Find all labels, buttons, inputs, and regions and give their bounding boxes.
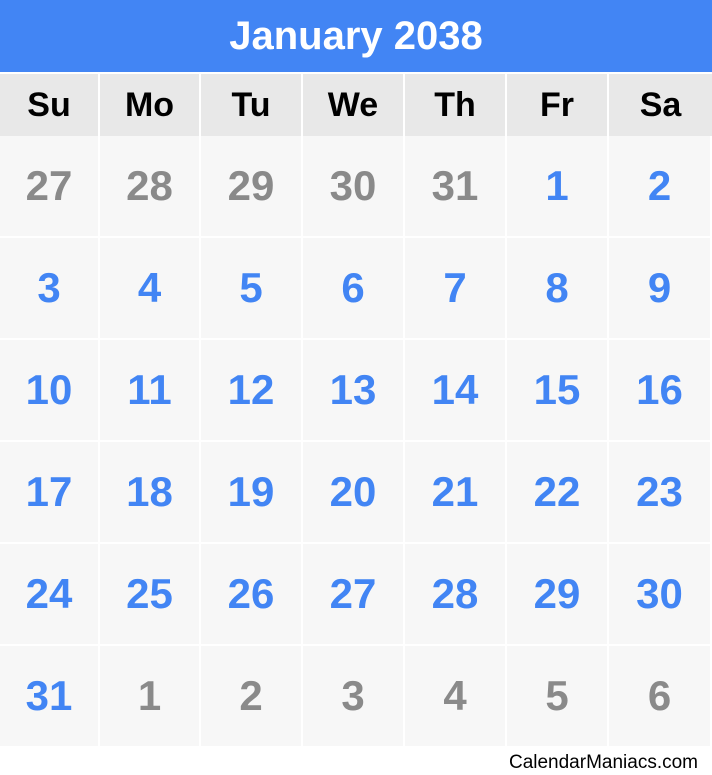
day-cell: 3 <box>0 238 100 340</box>
day-cell: 16 <box>609 340 712 442</box>
day-cell: 23 <box>609 442 712 544</box>
weekday-header-row: Su Mo Tu We Th Fr Sa <box>0 74 712 136</box>
day-cell: 25 <box>100 544 201 646</box>
adjacent-month-day-cell: 30 <box>303 136 405 238</box>
day-cell: 26 <box>201 544 303 646</box>
day-cell: 8 <box>507 238 609 340</box>
day-cell: 18 <box>100 442 201 544</box>
day-cell: 14 <box>405 340 507 442</box>
weekday-label: We <box>303 74 405 136</box>
calendar-grid: 27 28 29 30 31 1 2 3 4 5 6 7 8 9 10 11 12 13 14 15 16 17 18 19 2… <box>0 136 712 748</box>
day-cell: 15 <box>507 340 609 442</box>
day-cell: 10 <box>0 340 100 442</box>
adjacent-month-day-cell: 4 <box>405 646 507 748</box>
day-cell: 1 <box>507 136 609 238</box>
day-cell: 29 <box>507 544 609 646</box>
day-cell: 5 <box>201 238 303 340</box>
weekday-label: Tu <box>201 74 303 136</box>
adjacent-month-day-cell: 1 <box>100 646 201 748</box>
day-cell: 13 <box>303 340 405 442</box>
adjacent-month-day-cell: 28 <box>100 136 201 238</box>
day-cell: 11 <box>100 340 201 442</box>
adjacent-month-day-cell: 31 <box>405 136 507 238</box>
day-cell: 28 <box>405 544 507 646</box>
weekday-label: Fr <box>507 74 609 136</box>
day-cell: 30 <box>609 544 712 646</box>
weekday-label: Mo <box>100 74 201 136</box>
day-cell: 22 <box>507 442 609 544</box>
day-cell: 27 <box>303 544 405 646</box>
day-cell: 17 <box>0 442 100 544</box>
weekday-label: Su <box>0 74 100 136</box>
site-credit: CalendarManiacs.com <box>508 751 698 773</box>
day-cell: 2 <box>609 136 712 238</box>
adjacent-month-day-cell: 6 <box>609 646 712 748</box>
day-cell: 12 <box>201 340 303 442</box>
adjacent-month-day-cell: 5 <box>507 646 609 748</box>
day-cell: 31 <box>0 646 100 748</box>
day-cell: 24 <box>0 544 100 646</box>
day-cell: 4 <box>100 238 201 340</box>
day-cell: 21 <box>405 442 507 544</box>
adjacent-month-day-cell: 27 <box>0 136 100 238</box>
day-cell: 6 <box>303 238 405 340</box>
adjacent-month-day-cell: 29 <box>201 136 303 238</box>
month-title: January 2038 <box>0 0 712 72</box>
day-cell: 7 <box>405 238 507 340</box>
weekday-label: Sa <box>609 74 712 136</box>
day-cell: 20 <box>303 442 405 544</box>
day-cell: 19 <box>201 442 303 544</box>
adjacent-month-day-cell: 2 <box>201 646 303 748</box>
day-cell: 9 <box>609 238 712 340</box>
weekday-label: Th <box>405 74 507 136</box>
adjacent-month-day-cell: 3 <box>303 646 405 748</box>
